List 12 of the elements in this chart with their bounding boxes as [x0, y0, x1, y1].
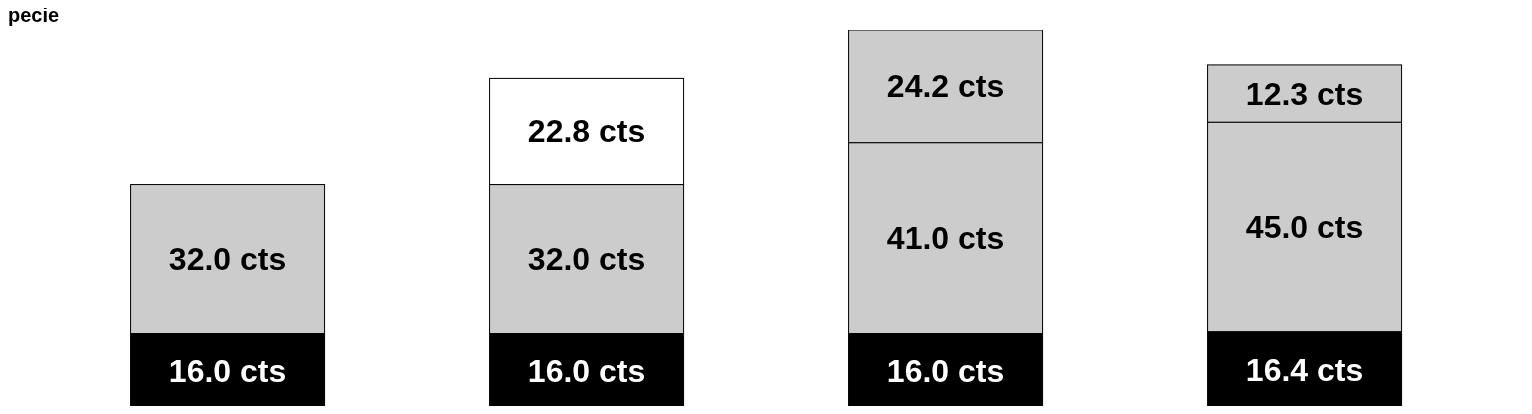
- data-label: 16.4 cts: [1245, 351, 1364, 388]
- data-label: 12.3 cts: [1245, 75, 1364, 112]
- data-label: 24.2 cts: [886, 68, 1005, 105]
- data-label: 32.0 cts: [168, 241, 287, 278]
- data-label: 41.0 cts: [886, 220, 1005, 257]
- data-label: 16.0 cts: [527, 352, 646, 389]
- data-label: 32.0 cts: [527, 241, 646, 278]
- chart-title: pecie: [8, 7, 60, 27]
- data-label: 45.0 cts: [1245, 208, 1364, 245]
- data-label: 16.0 cts: [168, 352, 287, 389]
- data-label: 22.8 cts: [527, 113, 646, 150]
- data-label: 16.0 cts: [886, 352, 1005, 389]
